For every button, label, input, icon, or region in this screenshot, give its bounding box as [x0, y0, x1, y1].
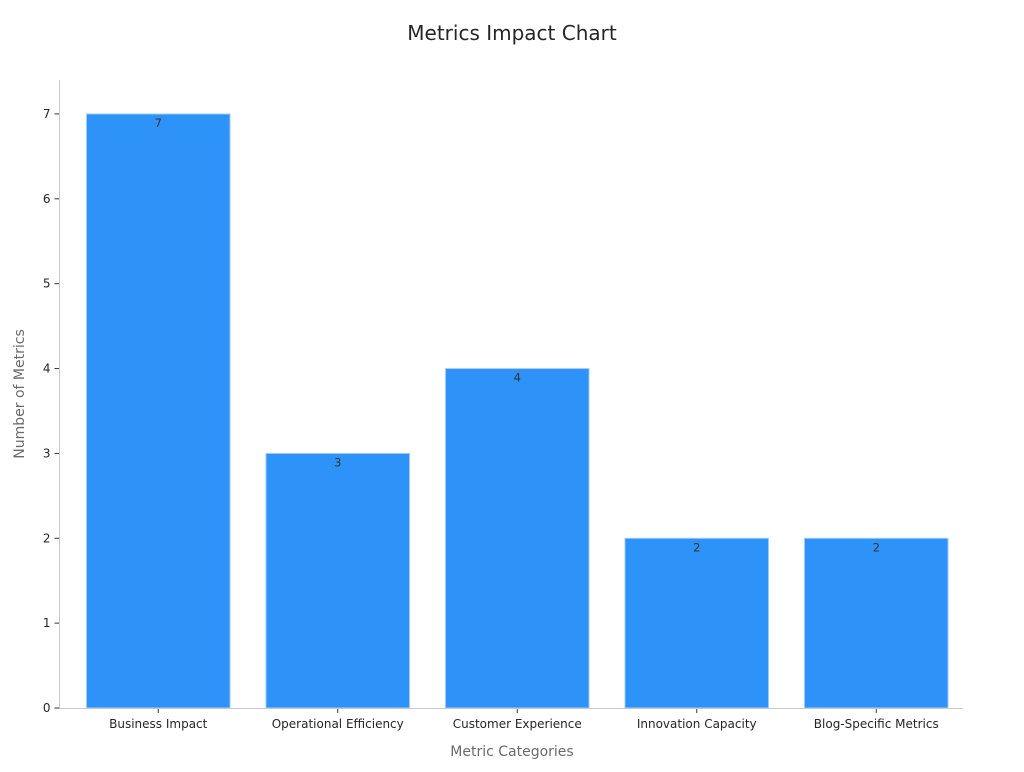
x-tick-label: Innovation Capacity — [637, 717, 757, 731]
y-tick-label: 6 — [43, 192, 51, 206]
bar — [85, 113, 231, 709]
x-tick-label: Operational Efficiency — [272, 717, 404, 731]
y-tick-label: 0 — [43, 701, 51, 715]
y-tick-label: 7 — [43, 107, 51, 121]
bar — [803, 537, 949, 709]
plot-area: 0 1 2 3 4 5 6 7 7 Business Impact 3 Operational Eff… — [43, 107, 949, 731]
chart-title: Metrics Impact Chart — [407, 21, 617, 45]
x-tick-label: Customer Experience — [453, 717, 582, 731]
bar-value-label: 4 — [514, 371, 521, 385]
bar-value-label: 7 — [155, 116, 162, 130]
bar — [624, 537, 770, 709]
y-tick-label: 1 — [43, 616, 51, 630]
bar-value-label: 2 — [873, 540, 880, 554]
bar-value-label: 2 — [693, 540, 700, 554]
x-tick-label: Business Impact — [109, 717, 208, 731]
x-tick-label: Blog-Specific Metrics — [814, 717, 939, 731]
bar — [444, 368, 590, 709]
x-axis-title: Metric Categories — [450, 744, 573, 760]
bar-value-label: 3 — [334, 455, 341, 469]
y-tick-label: 2 — [43, 531, 51, 545]
y-tick-label: 4 — [43, 362, 51, 376]
y-tick-label: 5 — [43, 277, 51, 291]
bar — [265, 452, 411, 709]
y-axis-title: Number of Metrics — [12, 329, 28, 458]
y-tick-label: 3 — [43, 446, 51, 460]
